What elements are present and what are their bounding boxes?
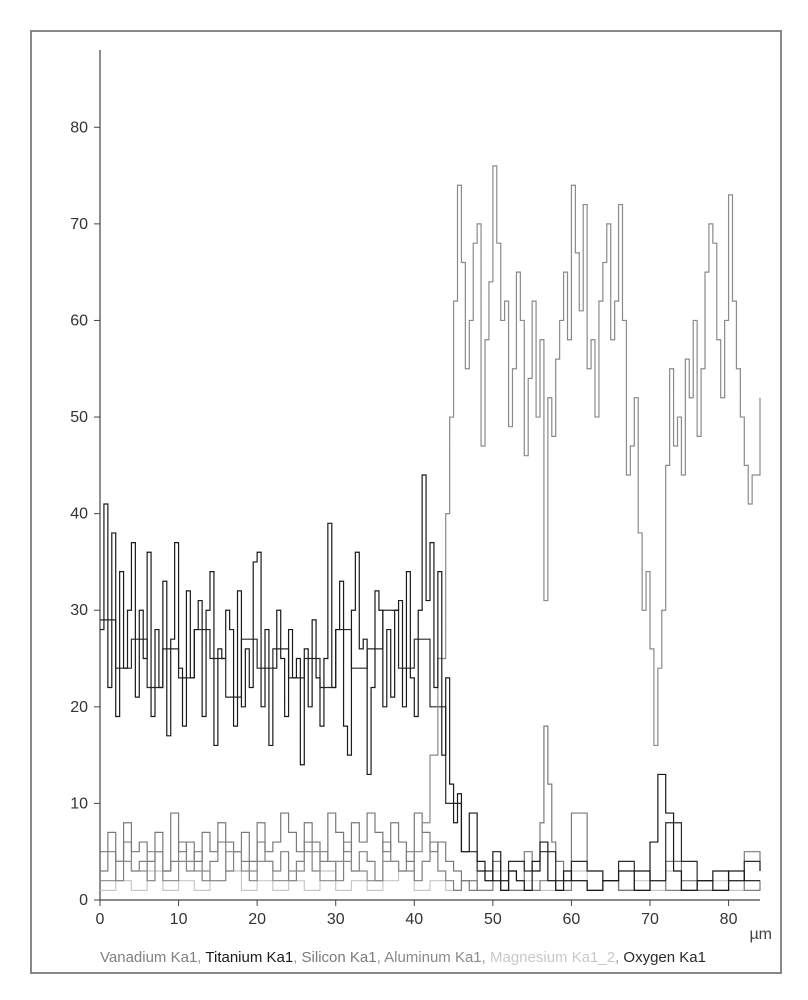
svg-text:0: 0 <box>79 892 88 909</box>
svg-text:80: 80 <box>720 911 738 928</box>
svg-text:60: 60 <box>70 312 88 329</box>
plot-area: 0102030405060708001020304050607080 <box>100 50 760 900</box>
x-axis-unit: µm <box>749 926 772 944</box>
plot-border: 0102030405060708001020304050607080 µm Va… <box>30 30 782 974</box>
legend-item: Titanium Ka1 <box>205 949 293 966</box>
svg-text:60: 60 <box>563 911 581 928</box>
svg-text:40: 40 <box>70 506 88 523</box>
svg-text:50: 50 <box>70 409 88 426</box>
svg-text:30: 30 <box>327 911 345 928</box>
svg-text:70: 70 <box>70 216 88 233</box>
svg-text:80: 80 <box>70 119 88 136</box>
legend: Vanadium Ka1, Titanium Ka1, Silicon Ka1,… <box>100 949 706 966</box>
legend-item: Magnesium Ka1_2 <box>490 949 615 966</box>
svg-text:0: 0 <box>96 911 105 928</box>
svg-text:10: 10 <box>170 911 188 928</box>
svg-text:10: 10 <box>70 795 88 812</box>
svg-text:20: 20 <box>248 911 266 928</box>
chart-frame: 0102030405060708001020304050607080 µm Va… <box>0 0 808 1000</box>
legend-item: Silicon Ka1 <box>302 949 377 966</box>
svg-text:20: 20 <box>70 699 88 716</box>
svg-text:40: 40 <box>405 911 423 928</box>
legend-item: Aluminum Ka1 <box>384 949 482 966</box>
legend-item: Vanadium Ka1 <box>100 949 197 966</box>
svg-text:50: 50 <box>484 911 502 928</box>
svg-text:30: 30 <box>70 602 88 619</box>
svg-text:70: 70 <box>641 911 659 928</box>
legend-item: Oxygen Ka1 <box>623 949 706 966</box>
